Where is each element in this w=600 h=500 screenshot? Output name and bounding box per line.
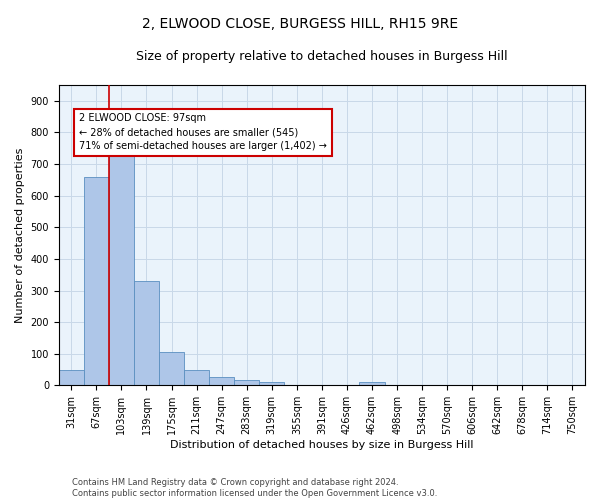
Bar [209,378,234,386]
Bar [184,370,209,386]
Y-axis label: Number of detached properties: Number of detached properties [15,148,25,323]
Bar [109,150,134,386]
Bar [259,382,284,386]
Bar [159,352,184,386]
Bar [359,382,385,386]
Text: 2 ELWOOD CLOSE: 97sqm
← 28% of detached houses are smaller (545)
71% of semi-det: 2 ELWOOD CLOSE: 97sqm ← 28% of detached … [79,114,326,152]
Text: Contains HM Land Registry data © Crown copyright and database right 2024.
Contai: Contains HM Land Registry data © Crown c… [72,478,437,498]
Bar [59,370,84,386]
Title: Size of property relative to detached houses in Burgess Hill: Size of property relative to detached ho… [136,50,508,63]
Bar [134,281,159,386]
Bar [234,380,259,386]
Text: 2, ELWOOD CLOSE, BURGESS HILL, RH15 9RE: 2, ELWOOD CLOSE, BURGESS HILL, RH15 9RE [142,18,458,32]
Bar [84,176,109,386]
X-axis label: Distribution of detached houses by size in Burgess Hill: Distribution of detached houses by size … [170,440,473,450]
